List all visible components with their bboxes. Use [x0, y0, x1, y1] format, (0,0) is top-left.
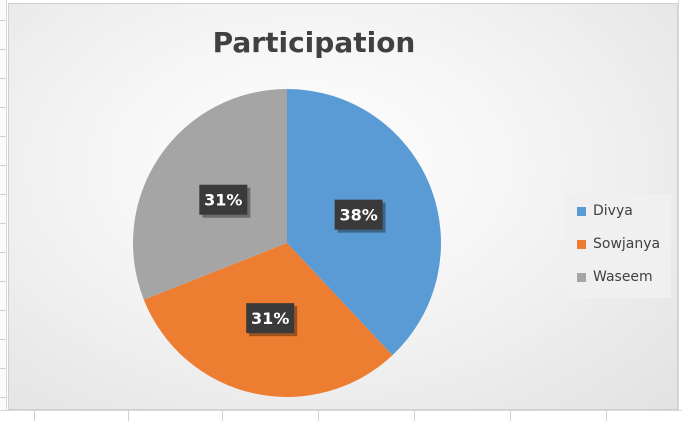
- legend-swatch: [577, 206, 586, 216]
- svg-text:31%: 31%: [204, 191, 242, 210]
- chart-title: Participation: [212, 26, 416, 59]
- svg-text:38%: 38%: [339, 206, 377, 225]
- spreadsheet-column-gutter: [0, 410, 682, 421]
- legend-item-divya[interactable]: Divya: [577, 202, 633, 220]
- svg-text:31%: 31%: [251, 309, 289, 328]
- spreadsheet-right-edge: [678, 0, 682, 420]
- legend-item-waseem[interactable]: Waseem: [577, 268, 653, 286]
- pie-plot: 38% 31% 31%: [132, 89, 442, 398]
- legend-item-sowjanya[interactable]: Sowjanya: [577, 235, 660, 253]
- data-label-waseem: 31%: [199, 184, 251, 218]
- legend-label: Divya: [593, 203, 633, 219]
- chart-legend[interactable]: Divya Sowjanya Waseem: [565, 194, 671, 298]
- legend-swatch: [577, 239, 586, 249]
- legend-swatch: [577, 272, 586, 282]
- legend-label: Waseem: [593, 269, 653, 285]
- chart-area[interactable]: Participation 38% 31% 31% Divya Sowjanya Was…: [8, 3, 678, 410]
- data-label-sowjanya: 31%: [246, 303, 298, 337]
- spreadsheet-row-gutter: [0, 0, 7, 420]
- legend-label: Sowjanya: [593, 236, 661, 252]
- data-label-divya: 38%: [334, 199, 386, 233]
